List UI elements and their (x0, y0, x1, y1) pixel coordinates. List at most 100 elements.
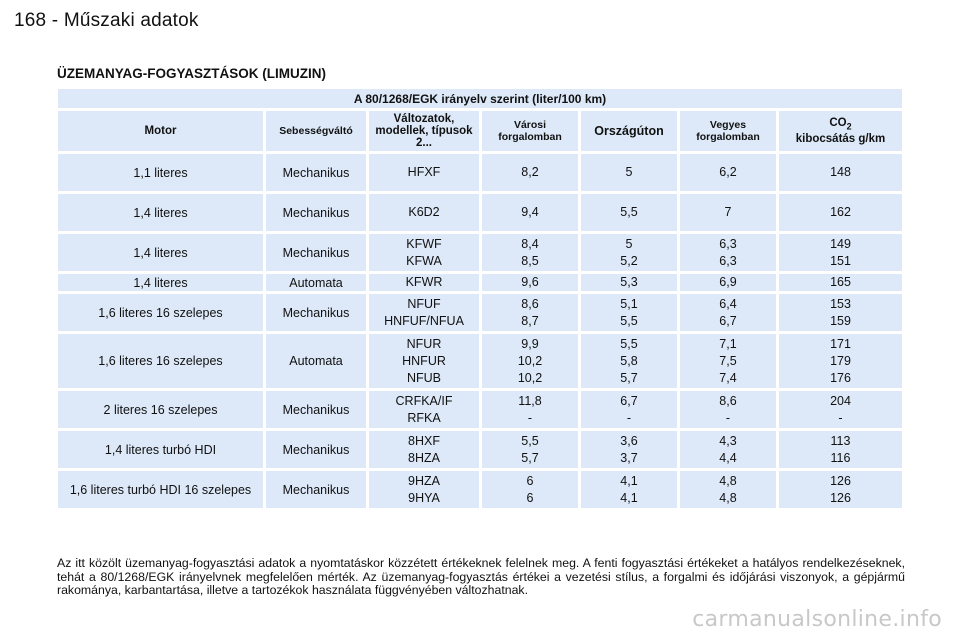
cell-combined: 7,1 7,5 7,4 (680, 334, 776, 388)
cell-motor: 1,4 literes turbó HDI (58, 431, 263, 468)
cell-extra-urban-value: 5,5 (620, 205, 638, 219)
cell-variants-value: NFUF (407, 296, 441, 311)
cell-motor: 1,4 literes (58, 194, 263, 231)
cell-motor: 1,6 literes 16 szelepes (58, 334, 263, 388)
cell-variants-value: HFXF (407, 165, 441, 179)
cell-co2: 165 (779, 274, 902, 291)
cell-co2: 126 126 (779, 471, 902, 508)
cell-co2-value: 176 (830, 370, 851, 385)
cell-variants-value: RFKA (407, 410, 441, 425)
cell-extra-urban-value: 4,1 (620, 490, 638, 505)
table-row: 1,1 literes Mechanikus HFXF 8,2 5 6,2 148 (58, 154, 902, 191)
cell-combined: 4,3 4,4 (680, 431, 776, 468)
page-header: 168 - Műszaki adatok (14, 10, 199, 32)
cell-motor: 1,4 literes (58, 274, 263, 291)
cell-extra-urban-value: 5,5 (620, 313, 638, 328)
cell-combined-value: 7 (724, 205, 732, 219)
cell-extra-urban-value: 4,1 (620, 473, 638, 488)
section-title: ÜZEMANYAG-FOGYASZTÁSOK (LIMUZIN) (57, 66, 326, 81)
fuel-consumption-table: A 80/1268/EGK irányelv szerint (liter/10… (55, 86, 905, 511)
co2-suffix: kibocsátás g/km (795, 132, 886, 145)
table-row: 1,6 literes 16 szelepes Mechanikus NFUF HNF… (58, 294, 902, 331)
watermark: carmanualsonline.info (692, 607, 942, 632)
cell-gearbox: Mechanikus (266, 154, 366, 191)
cell-combined: 7 (680, 194, 776, 231)
cell-variants: KFWR (369, 274, 479, 291)
cell-urban-value: 6 (526, 473, 534, 488)
cell-urban: 8,2 (482, 154, 578, 191)
cell-urban: 8,4 8,5 (482, 234, 578, 271)
cell-urban-value: 8,2 (521, 165, 539, 179)
cell-gearbox: Mechanikus (266, 294, 366, 331)
cell-motor: 1,6 literes turbó HDI 16 szelepes (58, 471, 263, 508)
cell-extra-urban: 5 5,2 (581, 234, 677, 271)
cell-combined-value: 6,2 (719, 165, 737, 179)
cell-extra-urban-value: 5 (625, 236, 633, 251)
cell-extra-urban: 3,6 3,7 (581, 431, 677, 468)
cell-urban-value: 9,6 (521, 275, 539, 289)
cell-variants: 8HXF 8HZA (369, 431, 479, 468)
cell-co2-value: 116 (830, 450, 851, 465)
cell-combined: 6,2 (680, 154, 776, 191)
cell-gearbox: Mechanikus (266, 234, 366, 271)
cell-variants-value: NFUB (406, 370, 442, 385)
col-extra-urban: Országúton (581, 111, 677, 151)
cell-urban: 9,6 (482, 274, 578, 291)
cell-co2-value: 159 (830, 313, 851, 328)
cell-urban-value: 10,2 (517, 370, 543, 385)
cell-combined-value: 6,3 (719, 253, 737, 268)
cell-co2-value: 113 (830, 433, 851, 448)
cell-gearbox: Mechanikus (266, 391, 366, 428)
cell-gearbox: Automata (266, 334, 366, 388)
cell-co2: 204 - (779, 391, 902, 428)
cell-combined: 6,3 6,3 (680, 234, 776, 271)
cell-co2-value: 204 (830, 393, 851, 408)
cell-extra-urban-value: 5,3 (620, 275, 638, 289)
cell-extra-urban: 5,3 (581, 274, 677, 291)
cell-extra-urban-value: 5,1 (620, 296, 638, 311)
cell-variants: 9HZA 9HYA (369, 471, 479, 508)
table-row: 1,4 literes turbó HDI Mechanikus 8HXF 8HZA 5… (58, 431, 902, 468)
cell-combined-value: 4,4 (719, 450, 737, 465)
cell-variants-value: 8HXF (408, 433, 440, 448)
table-row: 1,4 literes Automata KFWR 9,6 5,3 6,9 165 (58, 274, 902, 291)
cell-gearbox: Automata (266, 274, 366, 291)
cell-gearbox: Mechanikus (266, 431, 366, 468)
footnote: Az itt közölt üzemanyag-fogyasztási adat… (57, 556, 905, 597)
col-combined: Vegyes forgalomban (680, 111, 776, 151)
cell-urban-value: 8,4 (521, 236, 539, 251)
cell-urban: 9,9 10,2 10,2 (482, 334, 578, 388)
cell-co2-value: - (838, 410, 843, 425)
cell-co2-value: 126 (830, 473, 851, 488)
cell-combined-value: 4,8 (719, 473, 737, 488)
cell-urban-value: 9,4 (521, 205, 539, 219)
cell-urban-value: 11,8 (518, 393, 542, 408)
table-row: 1,6 literes 16 szelepes Automata NFUR HNFUR… (58, 334, 902, 388)
cell-co2-value: 162 (830, 205, 851, 219)
cell-combined: 8,6 - (680, 391, 776, 428)
cell-variants: NFUF HNFUF/NFUA (369, 294, 479, 331)
cell-motor: 1,4 literes (58, 234, 263, 271)
cell-combined-value: 6,4 (719, 296, 737, 311)
column-header-row: Motor Sebességváltó Változatok, modellek… (58, 111, 902, 151)
cell-co2-value: 148 (830, 165, 851, 179)
cell-extra-urban-value: 5,2 (620, 253, 638, 268)
cell-extra-urban-value: 3,7 (620, 450, 638, 465)
cell-urban-value: 8,7 (521, 313, 539, 328)
cell-combined-value: - (725, 410, 731, 425)
cell-urban-value: 5,7 (521, 450, 539, 465)
cell-urban-value: 8,6 (521, 296, 539, 311)
page-number: 168 (14, 10, 47, 31)
cell-combined: 6,9 (680, 274, 776, 291)
cell-co2: 153 159 (779, 294, 902, 331)
cell-urban-value: - (527, 410, 533, 425)
directive-header: A 80/1268/EGK irányelv szerint (liter/10… (58, 89, 902, 108)
cell-variants-value: K6D2 (408, 205, 440, 219)
cell-co2-value: 151 (830, 253, 851, 268)
table-row: 1,4 literes Mechanikus KFWF KFWA 8,4 8,5 5 5,2 6… (58, 234, 902, 271)
cell-co2: 162 (779, 194, 902, 231)
cell-variants: HFXF (369, 154, 479, 191)
cell-variants: CRFKA/IF RFKA (369, 391, 479, 428)
col-gearbox: Sebességváltó (266, 111, 366, 151)
